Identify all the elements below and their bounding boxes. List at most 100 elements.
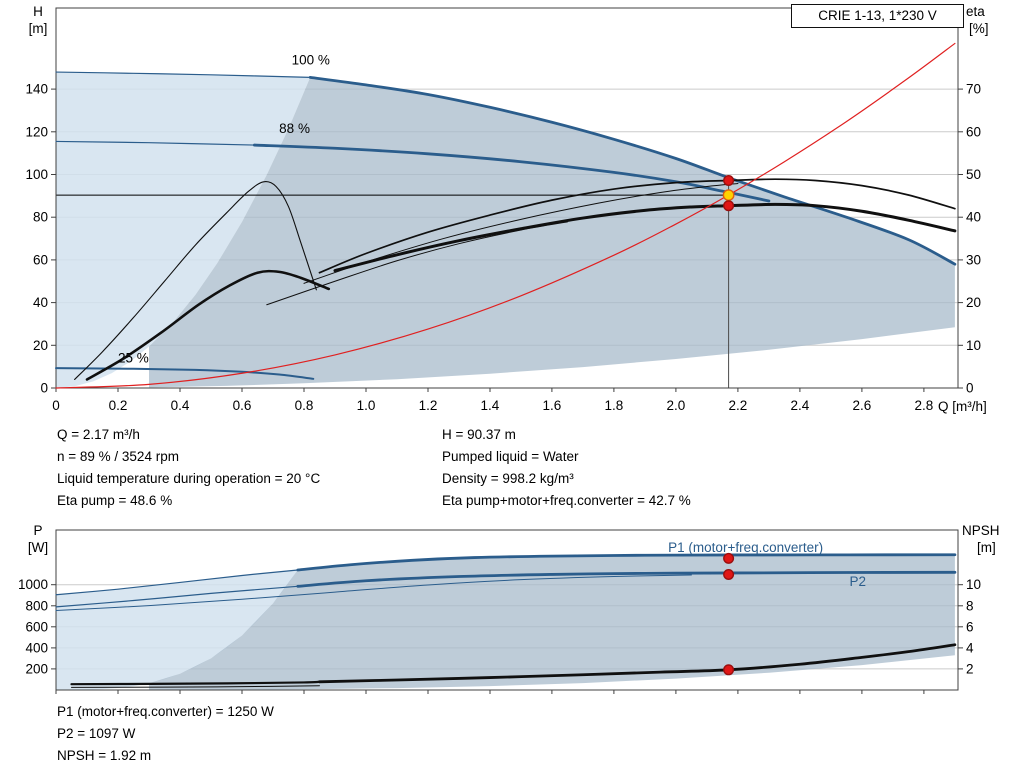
y-tick-label: 400 [25, 640, 48, 655]
curve-100pct [308, 75, 957, 266]
y-tick-label: 20 [33, 338, 48, 353]
label-p1: P1 (motor+freq.converter) [668, 540, 823, 555]
eta-curve-thin-b [266, 221, 568, 306]
x-tick-label: 0.2 [109, 398, 128, 413]
p2-point [723, 568, 735, 580]
y-tick-label: 140 [25, 82, 48, 97]
curve-88pct-shutoff [55, 140, 255, 146]
y-tick-label: 600 [25, 619, 48, 634]
p1-curve [296, 553, 957, 572]
npsh-curve-low-thin [71, 685, 320, 688]
x-tick-label: 2.0 [667, 398, 686, 413]
y2-tick-label: 20 [966, 295, 981, 310]
y2-tick-label: 8 [966, 598, 974, 613]
y2-tick-label: 70 [966, 82, 981, 97]
x-tick-label: 2.6 [853, 398, 872, 413]
label-100pct: 100 % [292, 53, 330, 68]
p-curve-thin [55, 574, 692, 612]
x-tick-label: 0.8 [295, 398, 314, 413]
npsh-curve [318, 643, 957, 684]
power-info-p1: P1 (motor+freq.converter) = 1250 W [57, 704, 274, 719]
axis-label-eta: eta [966, 4, 985, 19]
label-25pct: 25 % [118, 350, 149, 365]
x-tick-label: 0 [52, 398, 60, 413]
duty-info-flow: Q = 2.17 m³/h [57, 427, 140, 442]
x-tick-label: 2.2 [729, 398, 748, 413]
y-tick-label: 0 [40, 381, 48, 396]
y2-tick-label: 0 [966, 381, 974, 396]
duty-info-head: H = 90.37 m [442, 427, 516, 442]
axis-unit-eta: [%] [969, 21, 989, 36]
eta-total-curve [333, 202, 957, 273]
y-tick-label: 800 [25, 598, 48, 613]
y-tick-label: 100 [25, 167, 48, 182]
pump-name-box: CRIE 1-13, 1*230 V [791, 4, 964, 28]
x-tick-label: 1.4 [481, 398, 500, 413]
power-npsh-chart: 200 400 600 800 1000 2 4 6 8 10 P1 (motor+freq.con… [18, 529, 981, 694]
curve-100pct-shutoff [55, 71, 311, 78]
x-tick-label: 2.8 [915, 398, 934, 413]
axis-unit-p: [W] [27, 540, 49, 555]
duty-info-speed: n = 89 % / 3524 rpm [57, 449, 179, 464]
p1-curve-shutoff [55, 569, 299, 596]
duty-info-liquid: Pumped liquid = Water [442, 449, 579, 464]
label-p2: P2 [850, 574, 867, 589]
y2-tick-label: 4 [966, 640, 974, 655]
eta-total-point [723, 200, 735, 212]
x-tick-label: 1.6 [543, 398, 562, 413]
p2-curve-shutoff [55, 585, 299, 608]
envelope-light [56, 72, 311, 388]
eta-curve-thin-a [303, 182, 739, 284]
y2-tick-label: 2 [966, 661, 974, 676]
axis-label-npsh: NPSH [962, 523, 1000, 538]
y-tick-label: 40 [33, 295, 48, 310]
duty-point [722, 189, 735, 202]
axis-unit-h: [m] [28, 21, 48, 36]
curve-25pct [55, 367, 315, 380]
power-info-p2: P2 = 1097 W [57, 726, 136, 741]
eta-pump-reduced-speed [74, 181, 317, 381]
y2-tick-label: 50 [966, 167, 981, 182]
axis-label-h: H [33, 4, 43, 19]
y2-tick-label: 30 [966, 252, 981, 267]
npsh-point [723, 664, 735, 676]
label-88pct: 88 % [279, 121, 310, 136]
x-tick-label: 2.4 [791, 398, 810, 413]
x-tick-label: 0.4 [171, 398, 190, 413]
power-envelope-dark [149, 554, 955, 690]
y2-tick-label: 40 [966, 210, 981, 225]
duty-info-eta-total: Eta pump+motor+freq.converter = 42.7 % [442, 493, 691, 508]
y2-tick-label: 10 [966, 338, 981, 353]
y2-tick-label: 6 [966, 619, 974, 634]
y-tick-label: 80 [33, 210, 48, 225]
curve-88pct [252, 143, 771, 203]
npsh-curve-low [70, 680, 321, 686]
x-tick-label: 1.8 [605, 398, 624, 413]
hq-chart: 0 20 40 60 80 100 120 140 0 10 20 30 40 50 60 70 0 0.2 0.4… [25, 7, 981, 413]
x-tick-label: 0.6 [233, 398, 252, 413]
y-tick-label: 60 [33, 252, 48, 267]
plot-frame [55, 529, 959, 691]
affinity-parabola [55, 42, 956, 389]
duty-info-temperature: Liquid temperature during operation = 20… [57, 471, 321, 486]
duty-info-density: Density = 998.2 kg/m³ [442, 471, 574, 486]
envelope-dark [149, 77, 955, 388]
power-info-npsh: NPSH = 1.92 m [57, 748, 152, 763]
eta-pump-curve [318, 178, 956, 274]
x-tick-label: 1.2 [419, 398, 438, 413]
y2-tick-label: 10 [966, 577, 981, 592]
y-tick-label: 1000 [18, 577, 48, 592]
duty-info-eta-pump: Eta pump = 48.6 % [57, 493, 173, 508]
y-tick-label: 200 [25, 661, 48, 676]
eta-total-reduced-speed [85, 269, 331, 381]
axis-label-p: P [33, 523, 43, 538]
plot-frame [55, 7, 959, 389]
axis-label-q: Q [m³/h] [938, 399, 987, 414]
y-tick-label: 120 [25, 124, 48, 139]
y2-tick-label: 60 [966, 124, 981, 139]
eta-pump-point [723, 174, 735, 186]
p2-curve [296, 570, 957, 588]
axis-unit-npsh: [m] [977, 540, 996, 555]
x-tick-label: 1.0 [357, 398, 376, 413]
